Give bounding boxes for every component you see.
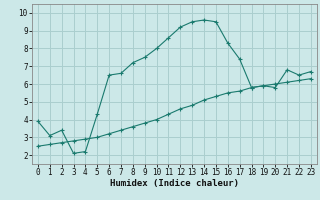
X-axis label: Humidex (Indice chaleur): Humidex (Indice chaleur) [110, 179, 239, 188]
